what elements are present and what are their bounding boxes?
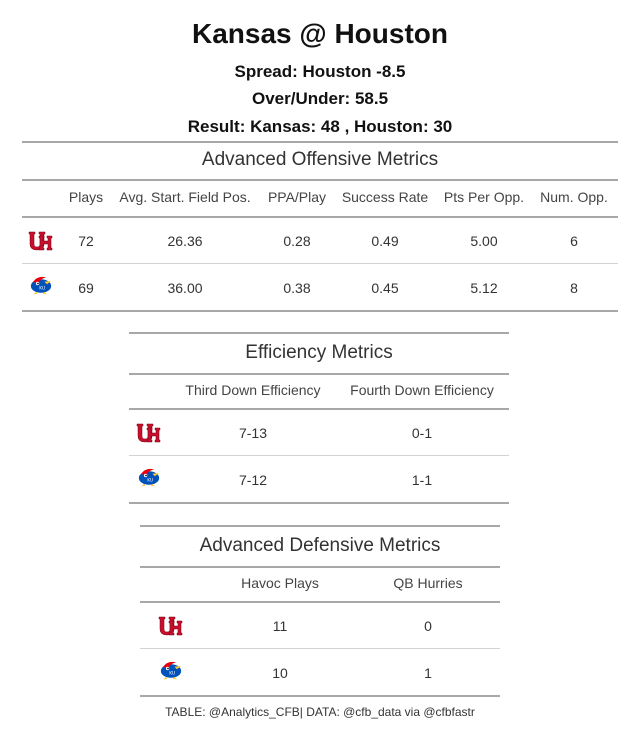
divider (129, 332, 509, 334)
table-cell: 0.38 (283, 280, 311, 296)
divider (140, 695, 500, 697)
table-cell: 6 (570, 233, 578, 249)
section-title: Advanced Defensive Metrics (199, 535, 441, 556)
column-header: Success Rate (341, 189, 429, 205)
table-cell: 5.12 (470, 280, 498, 296)
divider (22, 263, 618, 264)
section-title: Efficiency Metrics (245, 342, 393, 363)
houston-logo-icon (158, 616, 183, 636)
column-header: Num. Opp. (540, 189, 608, 205)
divider (22, 310, 618, 312)
divider (129, 502, 509, 504)
column-header: Fourth Down Efficiency (350, 382, 494, 398)
kansas-logo-icon (138, 468, 160, 487)
table-cell: 1-1 (411, 472, 433, 488)
column-header: Pts Per Opp. (443, 189, 525, 205)
column-header: Plays (68, 189, 104, 205)
divider (129, 455, 509, 456)
divider (22, 141, 618, 143)
table-cell: 0.49 (371, 233, 399, 249)
divider (140, 525, 500, 527)
houston-logo-icon (28, 231, 53, 251)
divider (140, 601, 500, 603)
table-cell: 7-13 (238, 425, 268, 441)
result-text: Result: Kansas: 48 , Houston: 30 (187, 117, 453, 136)
houston-logo-icon (136, 423, 161, 443)
kansas-logo-icon (30, 276, 52, 295)
table-cell: 11 (272, 618, 288, 634)
divider (129, 408, 509, 410)
table-cell: 7-12 (238, 472, 268, 488)
table-cell: 10 (272, 665, 288, 681)
table-cell: 36.00 (167, 280, 203, 296)
column-header: QB Hurries (393, 575, 463, 591)
table-cell: 8 (570, 280, 578, 296)
divider (22, 216, 618, 218)
table-cell: 0.28 (283, 233, 311, 249)
table-cell: 72 (78, 233, 94, 249)
section-title: Advanced Offensive Metrics (201, 149, 439, 170)
defensive-metrics-table: Advanced Defensive Metrics Havoc Plays Q… (140, 525, 500, 725)
table-cell: 0.45 (371, 280, 399, 296)
table-cell: 1 (424, 665, 432, 681)
spread-text: Spread: Houston -8.5 (234, 62, 406, 81)
table-caption: TABLE: @Analytics_CFB| DATA: @cfb_data v… (165, 705, 475, 719)
divider (140, 648, 500, 649)
column-header: Avg. Start. Field Pos. (119, 189, 251, 205)
offensive-metrics-table: Advanced Offensive Metrics Plays Avg. St… (22, 141, 618, 313)
table-cell: 69 (78, 280, 94, 296)
table-cell: 5.00 (470, 233, 498, 249)
column-header: Third Down Efficiency (185, 382, 321, 398)
table-cell: 0 (424, 618, 432, 634)
column-header: PPA/Play (267, 189, 327, 205)
column-header: Havoc Plays (241, 575, 319, 591)
efficiency-metrics-table: Efficiency Metrics Third Down Efficiency… (129, 332, 509, 506)
divider (129, 373, 509, 375)
table-cell: 0-1 (411, 425, 433, 441)
over-under-text: Over/Under: 58.5 (251, 89, 389, 108)
divider (140, 566, 500, 568)
divider (22, 179, 618, 181)
table-cell: 26.36 (167, 233, 203, 249)
kansas-logo-icon (160, 661, 182, 680)
page-title: Kansas @ Houston (191, 18, 448, 49)
